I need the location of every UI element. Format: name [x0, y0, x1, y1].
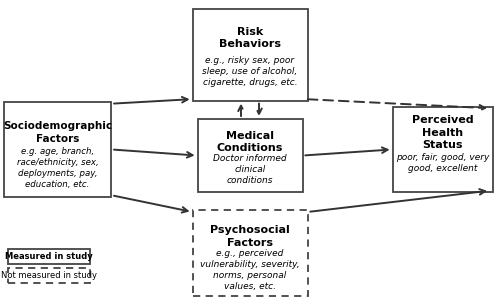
Text: e.g., perceived
vulnerability, severity,
norms, personal
values, etc.: e.g., perceived vulnerability, severity,…: [200, 249, 300, 291]
Text: Measured in study: Measured in study: [5, 252, 92, 261]
Bar: [8, 249, 90, 264]
Text: Doctor informed
clinical
conditions: Doctor informed clinical conditions: [213, 154, 287, 185]
Bar: [4, 102, 111, 197]
Bar: [8, 268, 90, 283]
Text: Psychosocial
Factors: Psychosocial Factors: [210, 225, 290, 248]
Text: e.g., risky sex, poor
sleep, use of alcohol,
cigarette, drugs, etc.: e.g., risky sex, poor sleep, use of alco…: [202, 56, 298, 87]
Bar: [198, 119, 302, 192]
Text: e.g. age, branch,
race/ethnicity, sex,
deployments, pay,
education, etc.: e.g. age, branch, race/ethnicity, sex, d…: [16, 147, 98, 189]
Text: Sociodemographic
Factors: Sociodemographic Factors: [3, 121, 112, 144]
Bar: [192, 9, 308, 101]
Text: Perceived
Health
Status: Perceived Health Status: [412, 115, 474, 150]
Bar: [392, 107, 492, 192]
Bar: [192, 210, 308, 296]
Text: Risk
Behaviors: Risk Behaviors: [219, 27, 281, 49]
Text: Medical
Conditions: Medical Conditions: [217, 131, 283, 153]
Text: Not measured in study: Not measured in study: [1, 271, 97, 280]
Text: poor, fair, good, very
good, excellent: poor, fair, good, very good, excellent: [396, 153, 489, 173]
